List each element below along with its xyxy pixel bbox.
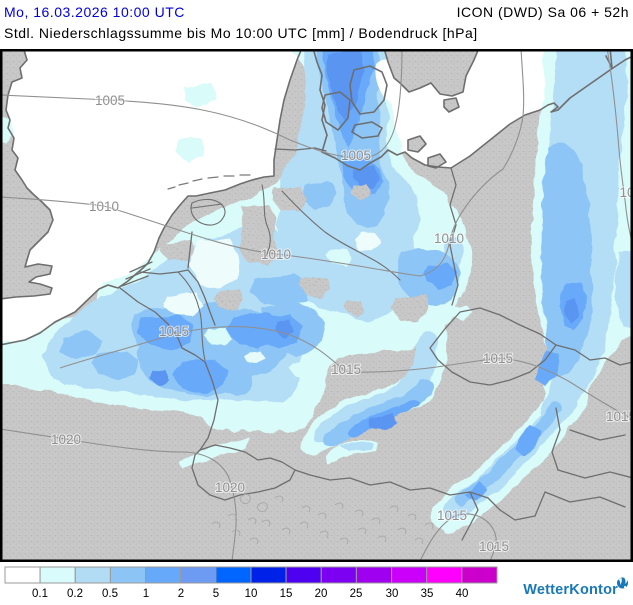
svg-text:25: 25 bbox=[350, 588, 363, 600]
svg-text:WetterKontor: WetterKontor bbox=[523, 582, 618, 598]
svg-text:2: 2 bbox=[178, 588, 184, 600]
svg-text:1020: 1020 bbox=[51, 432, 81, 447]
svg-text:1015: 1015 bbox=[479, 539, 509, 554]
svg-text:1005: 1005 bbox=[341, 148, 371, 163]
svg-text:1015: 1015 bbox=[159, 324, 189, 339]
svg-text:20: 20 bbox=[315, 588, 328, 600]
svg-text:0.5: 0.5 bbox=[102, 588, 118, 600]
svg-text:1015: 1015 bbox=[331, 362, 361, 377]
svg-text:1: 1 bbox=[143, 588, 149, 600]
svg-text:1005: 1005 bbox=[95, 93, 125, 108]
svg-text:Mo, 16.03.2026 10:00 UTC: Mo, 16.03.2026 10:00 UTC bbox=[4, 4, 185, 20]
svg-text:0.1: 0.1 bbox=[32, 588, 48, 600]
svg-text:ICON (DWD) Sa 06 + 52h: ICON (DWD) Sa 06 + 52h bbox=[457, 4, 629, 20]
svg-text:10: 10 bbox=[245, 588, 258, 600]
svg-text:Stdl. Niederschlagssumme bis M: Stdl. Niederschlagssumme bis Mo 10:00 UT… bbox=[4, 25, 478, 41]
svg-text:35: 35 bbox=[421, 588, 434, 600]
svg-text:1010: 1010 bbox=[434, 231, 464, 246]
svg-text:0.2: 0.2 bbox=[67, 588, 83, 600]
svg-text:1015: 1015 bbox=[606, 409, 633, 424]
svg-text:10: 10 bbox=[619, 185, 633, 200]
svg-text:1010: 1010 bbox=[89, 199, 119, 214]
svg-text:1015: 1015 bbox=[483, 351, 513, 366]
svg-text:15: 15 bbox=[280, 588, 293, 600]
svg-text:1015: 1015 bbox=[437, 508, 467, 523]
svg-text:40: 40 bbox=[456, 588, 469, 600]
svg-text:5: 5 bbox=[213, 588, 219, 600]
svg-text:1020: 1020 bbox=[215, 480, 245, 495]
svg-text:1010: 1010 bbox=[261, 247, 291, 262]
svg-text:30: 30 bbox=[386, 588, 399, 600]
